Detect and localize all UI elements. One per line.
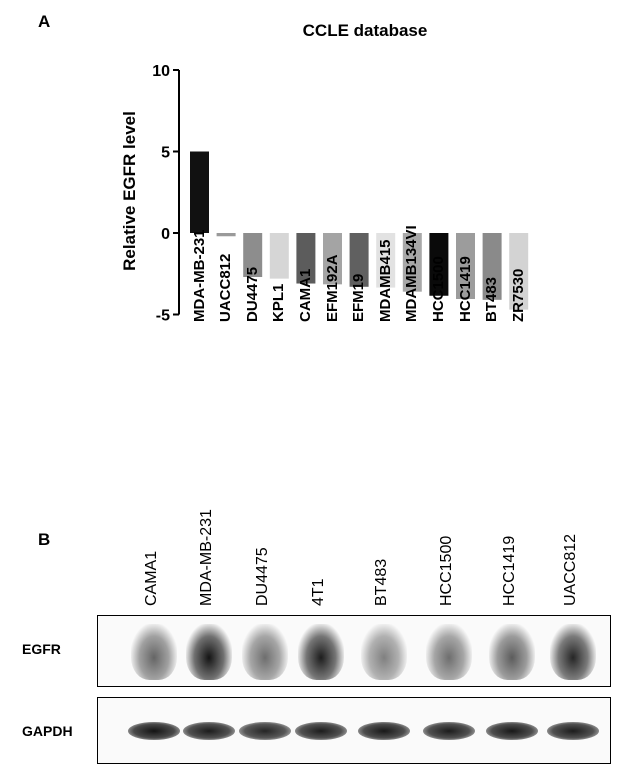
bar-mdamb134vi: [402, 233, 422, 292]
bar-mdamb415: [376, 233, 396, 288]
blot-band-egfr: [186, 624, 232, 680]
blot-band-gapdh: [486, 722, 538, 740]
y-tick-label: 0: [161, 226, 170, 243]
bar-bt483: [482, 233, 502, 300]
bar-series: [190, 151, 529, 310]
blot-band-egfr: [131, 624, 177, 680]
panel-a-label: A: [38, 12, 51, 31]
x-tick-label: HCC1500: [429, 256, 447, 322]
bar-cama1: [296, 233, 316, 284]
bar-efm192a: [323, 233, 342, 285]
x-tick-label: KPL1: [270, 283, 288, 322]
x-tick-label: CAMA1: [296, 268, 314, 322]
x-tick-label: UACC812: [217, 253, 235, 322]
blot-lane-label: DU4475: [254, 547, 271, 606]
blot-row-name-egfr: EGFR: [22, 641, 61, 657]
bar-uacc812: [216, 233, 236, 237]
x-tick-label: EFM192A: [323, 254, 341, 322]
blot-band-egfr: [426, 624, 472, 680]
blot-lane-label: 4T1: [310, 578, 327, 606]
blot-band-egfr: [298, 624, 344, 680]
x-tick-label: ZR7530: [509, 268, 527, 322]
bar-efm19: [349, 233, 369, 287]
blot-row-name-gapdh: GAPDH: [22, 723, 73, 739]
x-tick-label: EFM19: [350, 273, 368, 322]
x-tick-label: MDA-MB-231: [190, 229, 208, 322]
blot-band-egfr: [242, 624, 288, 680]
blot-lane-label: MDA-MB-231: [198, 509, 215, 606]
blot-band-gapdh: [128, 722, 180, 740]
panel-b-label: B: [38, 530, 51, 549]
x-tick-label: HCC1419: [456, 256, 474, 322]
blot-band-egfr: [489, 624, 535, 680]
blot-band-gapdh: [183, 722, 235, 740]
blot-lane-label: BT483: [373, 558, 390, 606]
egfr-bar-chart: CCLE database -5 0 5 10 Relative EGFR level: [120, 21, 529, 325]
y-axis: -5 0 5 10: [152, 63, 180, 325]
y-tick-label: 5: [161, 145, 170, 162]
y-tick-label: -5: [156, 308, 170, 325]
bar-hcc1419: [456, 233, 475, 300]
blot-band-egfr: [550, 624, 596, 680]
bar-mda-mb-231: [190, 151, 209, 233]
blot-lane-label: CAMA1: [143, 550, 160, 606]
western-blot-egfr: [97, 615, 611, 687]
blot-band-gapdh: [423, 722, 475, 740]
blot-band-gapdh: [239, 722, 291, 740]
blot-lane-label: HCC1419: [501, 535, 518, 606]
blot-band-gapdh: [358, 722, 410, 740]
chart-title: CCLE database: [303, 21, 428, 40]
blot-lane-label: HCC1500: [438, 535, 455, 606]
x-tick-label: MDAMB415: [376, 239, 394, 322]
bar-du4475: [243, 233, 263, 278]
x-tick-label: DU4475: [243, 266, 261, 322]
bar-kpl1: [269, 233, 289, 279]
x-tick-label: MDAMB134VI: [403, 225, 421, 322]
bar-hcc1500: [429, 233, 449, 296]
blot-band-gapdh: [295, 722, 347, 740]
y-axis-label: Relative EGFR level: [120, 111, 139, 271]
blot-band-gapdh: [547, 722, 599, 740]
bar-zr7530: [509, 233, 529, 310]
y-tick-label: 10: [152, 63, 170, 80]
blot-band-egfr: [361, 624, 407, 680]
x-tick-label: BT483: [483, 276, 501, 322]
western-blot-gapdh: [97, 697, 611, 764]
blot-lane-label: UACC812: [562, 533, 579, 606]
